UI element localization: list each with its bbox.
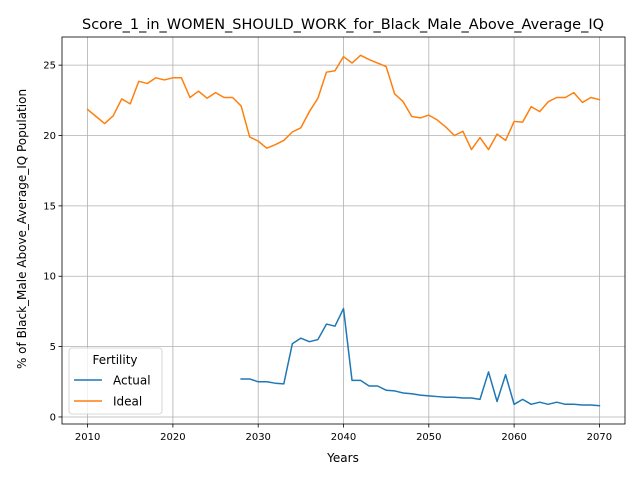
series-line-actual xyxy=(240,307,601,407)
legend: Fertility Actual Ideal xyxy=(68,347,163,415)
y-tick-label: 25 xyxy=(43,61,56,72)
series-line-ideal xyxy=(86,54,601,151)
grid-layer xyxy=(62,37,625,424)
x-tick-label: 2070 xyxy=(587,432,612,443)
y-tick-label: 20 xyxy=(43,131,56,142)
x-axis-label: Years xyxy=(326,451,359,465)
x-tick-label: 2020 xyxy=(160,432,185,443)
y-tick-label: 5 xyxy=(50,342,56,353)
x-tick-label: 2040 xyxy=(331,432,356,443)
series-layer xyxy=(86,54,601,407)
x-tick-label: 2030 xyxy=(245,432,270,443)
x-tick-label: 2010 xyxy=(75,432,100,443)
y-axis-label: % of Black_Male Above_Average_IQ Populat… xyxy=(15,89,29,369)
x-tick-label: 2050 xyxy=(416,432,441,443)
legend-label-ideal: Ideal xyxy=(113,395,142,409)
tick-layer: 2010 2020 2030 2040 2050 2060 2070 0 5 10 15 20 25 xyxy=(43,61,612,443)
y-tick-label: 0 xyxy=(50,412,56,423)
legend-box xyxy=(68,347,163,415)
chart-title: Score_1_in_WOMEN_SHOULD_WORK_for_Black_M… xyxy=(82,17,604,33)
x-tick-label: 2060 xyxy=(501,432,526,443)
y-tick-label: 15 xyxy=(43,201,56,212)
legend-label-actual: Actual xyxy=(113,374,151,388)
legend-title: Fertility xyxy=(92,353,137,367)
y-tick-label: 10 xyxy=(43,272,56,283)
